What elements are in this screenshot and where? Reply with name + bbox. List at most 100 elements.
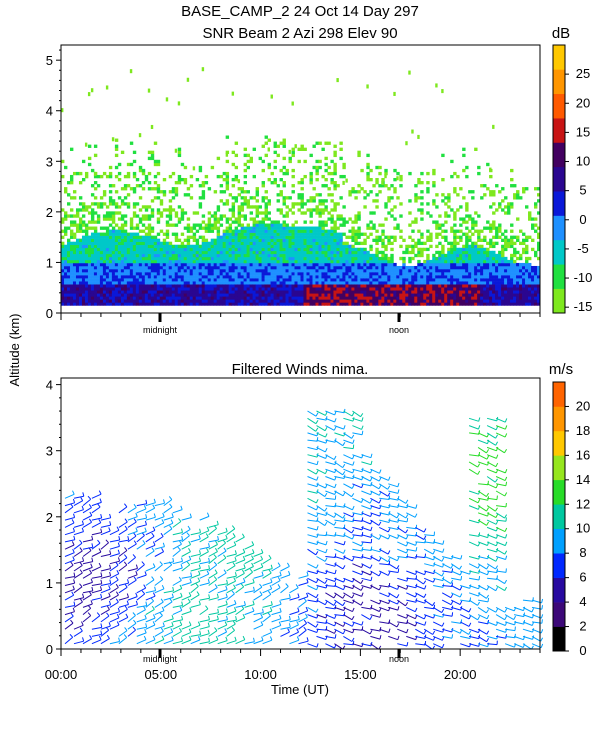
snr-cell — [486, 281, 490, 285]
snr-cell — [66, 278, 71, 282]
snr-cell — [300, 211, 304, 215]
snr-cell — [378, 272, 382, 276]
snr-cell — [87, 241, 92, 246]
snr-cell — [504, 241, 508, 246]
wind-barb-flag — [73, 579, 76, 584]
snr-cell — [177, 174, 182, 179]
snr-cell — [411, 269, 415, 273]
snr-cell — [276, 302, 280, 306]
snr-cell — [498, 293, 502, 297]
snr-cell — [138, 284, 143, 288]
snr-cell — [78, 265, 83, 270]
snr-cell — [204, 244, 209, 249]
snr-cell — [129, 162, 134, 167]
snr-cell — [279, 287, 283, 291]
snr-cell — [438, 259, 442, 264]
snr-cell — [354, 247, 358, 252]
snr-cell — [294, 226, 298, 230]
snr-cell — [108, 174, 113, 179]
snr-cell — [126, 281, 131, 285]
snr-cell — [447, 205, 451, 209]
snr-cell — [306, 287, 310, 291]
snr-cell — [312, 262, 316, 267]
snr-cell — [87, 290, 92, 294]
colorbar-tick-label: -15 — [574, 299, 593, 314]
snr-cell — [195, 269, 200, 273]
snr-cell — [387, 278, 391, 282]
snr-cell — [66, 265, 71, 270]
snr-cell — [441, 259, 445, 264]
snr-cell — [162, 302, 167, 306]
snr-cell — [294, 272, 298, 276]
snr-cell — [351, 281, 355, 285]
snr-cell — [459, 272, 463, 276]
snr-cell — [222, 296, 227, 300]
wind-barb-flag — [108, 600, 112, 605]
snr-cell — [285, 259, 289, 264]
snr-cell — [468, 293, 472, 297]
snr-cell — [96, 293, 101, 297]
snr-cell — [300, 290, 304, 294]
snr-cell — [390, 272, 394, 276]
snr-cell — [309, 269, 313, 273]
snr-cell — [522, 247, 526, 252]
snr-cell — [300, 202, 304, 206]
snr-cell — [489, 241, 493, 246]
snr-cell — [258, 232, 262, 236]
snr-cell — [450, 275, 454, 279]
snr-cell — [390, 302, 394, 306]
snr-cell — [339, 302, 343, 306]
snr-cell — [123, 223, 128, 227]
snr-cell — [234, 302, 239, 306]
snr-cell — [324, 272, 328, 276]
snr-cell — [243, 287, 248, 291]
snr-cell — [261, 287, 265, 291]
snr-cell — [390, 299, 394, 303]
snr-cell — [129, 293, 134, 297]
snr-cell — [138, 165, 143, 170]
snr-cell — [468, 281, 472, 285]
snr-cell — [306, 272, 310, 276]
snr-cell — [174, 299, 179, 303]
snr-cell — [261, 278, 265, 282]
wind-barb — [82, 561, 93, 565]
snr-cell — [315, 168, 319, 173]
snr-cell — [360, 269, 364, 273]
snr-cell — [192, 226, 197, 230]
snr-cell — [456, 259, 460, 264]
snr-cell — [279, 253, 283, 258]
snr-cell — [231, 220, 236, 224]
snr-cell — [285, 232, 289, 236]
snr-cell — [153, 259, 158, 264]
snr-cell — [210, 302, 215, 306]
snr-cell — [237, 302, 242, 306]
snr-cell — [255, 290, 259, 294]
snr-cell — [111, 256, 116, 261]
snr-cell — [270, 244, 274, 249]
snr-cell — [393, 287, 397, 291]
wind-barb — [100, 553, 111, 557]
snr-cell — [303, 238, 307, 242]
snr-cell — [324, 177, 328, 182]
snr-cell — [61, 256, 65, 261]
wind-barb-flag — [98, 562, 102, 567]
snr-cell — [120, 202, 125, 206]
wind-barb-flag — [117, 557, 121, 562]
snr-cell — [300, 226, 304, 230]
snr-cell — [429, 269, 433, 273]
snr-cell — [165, 97, 169, 102]
snr-cell — [210, 278, 215, 282]
snr-cell — [261, 223, 265, 227]
snr-cell — [444, 259, 448, 264]
snr-cell — [225, 152, 229, 157]
snr-cell — [354, 284, 358, 288]
snr-cell — [69, 281, 74, 285]
snr-cell — [483, 265, 487, 270]
wind-barb — [109, 617, 120, 623]
snr-cell — [282, 269, 286, 273]
snr-cell — [192, 262, 197, 267]
snr-cell — [426, 247, 430, 252]
snr-cell — [297, 229, 301, 233]
snr-cell — [108, 265, 113, 270]
snr-cell — [387, 259, 391, 264]
